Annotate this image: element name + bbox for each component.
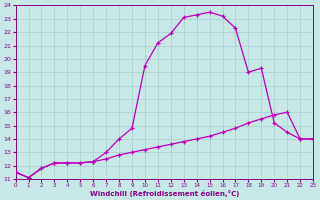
X-axis label: Windchill (Refroidissement éolien,°C): Windchill (Refroidissement éolien,°C) bbox=[90, 190, 239, 197]
